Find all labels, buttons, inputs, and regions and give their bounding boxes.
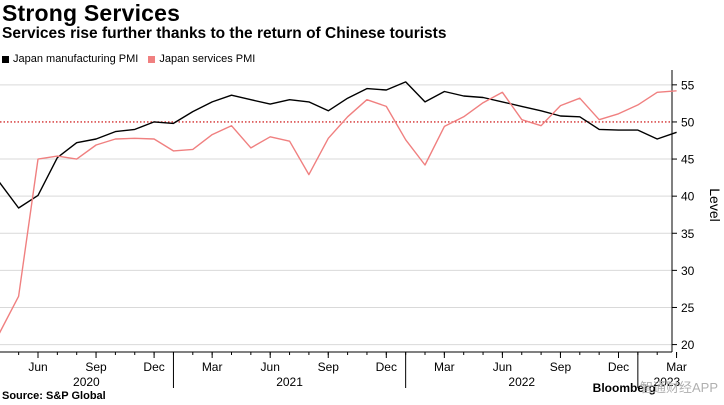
services-pmi-line xyxy=(0,90,677,334)
x-tick-label: Jun xyxy=(493,360,512,374)
series-lines xyxy=(0,81,677,334)
legend-swatch-services xyxy=(148,55,156,63)
legend-item-services: Japan services PMI xyxy=(148,53,255,65)
legend: Japan manufacturing PMI Japan services P… xyxy=(2,53,255,65)
legend-label-services: Japan services PMI xyxy=(159,53,256,65)
x-year-label: 2023 xyxy=(654,375,681,389)
x-tick-label: Sep xyxy=(85,360,107,374)
x-year-label: 2020 xyxy=(73,375,100,389)
gridlines xyxy=(0,84,672,346)
x-tick-label: Dec xyxy=(608,360,629,374)
x-tick-label: Mar xyxy=(202,360,223,374)
chart-subtitle: Services rise further thanks to the retu… xyxy=(2,25,447,42)
chart-title: Strong Services xyxy=(2,0,181,26)
y-tick-label-30: 30 xyxy=(681,264,695,278)
x-tick-label: Dec xyxy=(376,360,397,374)
y-tick-label-35: 35 xyxy=(681,227,695,241)
legend-label-manufacturing: Japan manufacturing PMI xyxy=(13,53,139,65)
x-tick-label: Dec xyxy=(143,360,164,374)
y-axis-label: Level xyxy=(707,188,723,221)
x-tick-label: Sep xyxy=(550,360,572,374)
x-tick-label: Mar xyxy=(434,360,455,374)
x-tick-label: Jun xyxy=(28,360,47,374)
x-tick-label: Jun xyxy=(261,360,280,374)
x-tick-label: Sep xyxy=(318,360,340,374)
x-tick-label: Mar xyxy=(666,360,687,374)
y-tick-label-25: 25 xyxy=(681,301,695,315)
brand-logo: Bloomberg xyxy=(592,381,656,395)
watermark: 智通财经APP xyxy=(639,380,718,395)
x-axis: Jun Sep Dec Mar Jun Sep Dec Mar Jun Sep Dec Mar 2020… xyxy=(0,351,687,389)
manufacturing-pmi-line xyxy=(0,81,677,209)
legend-swatch-manufacturing xyxy=(2,55,9,63)
y-tick-label-50: 50 xyxy=(681,115,695,129)
y-tick-label-45: 45 xyxy=(681,153,695,167)
x-year-label: 2021 xyxy=(276,375,303,389)
y-axis: 20 25 30 35 40 45 50 55 xyxy=(671,70,695,352)
source-note: Source: S&P Global xyxy=(2,390,106,402)
x-year-label: 2022 xyxy=(508,375,535,389)
y-tick-label-40: 40 xyxy=(681,190,695,204)
y-tick-label-55: 55 xyxy=(681,78,695,92)
y-tick-label-20: 20 xyxy=(681,338,695,352)
legend-item-manufacturing: Japan manufacturing PMI xyxy=(2,53,138,65)
